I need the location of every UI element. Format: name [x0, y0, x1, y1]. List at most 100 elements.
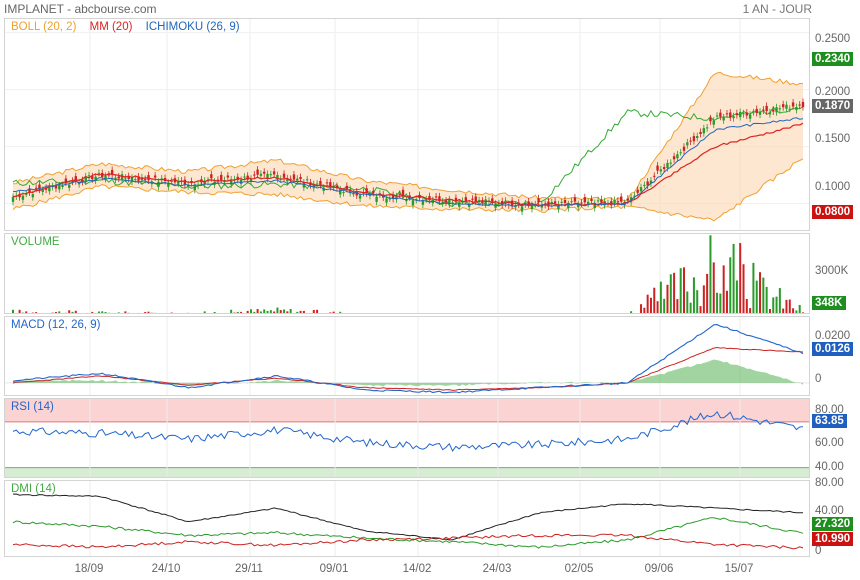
- volume-bar: [302, 310, 305, 313]
- candle-body: [206, 180, 210, 182]
- candle-body: [355, 191, 358, 196]
- candle-body: [481, 200, 484, 203]
- macd-pane[interactable]: MACD (12, 26, 9): [4, 316, 810, 396]
- candle-body: [348, 189, 352, 194]
- candle-body: [144, 178, 147, 180]
- volume-bar: [653, 287, 656, 313]
- candle-body: [454, 197, 458, 201]
- candle-body: [64, 178, 68, 183]
- candle-body: [791, 102, 795, 107]
- volume-bar: [81, 313, 83, 314]
- candle-body: [639, 187, 643, 192]
- candle-body: [91, 176, 94, 180]
- candle-body: [259, 173, 263, 176]
- candle-body: [593, 202, 596, 209]
- volume-bar: [709, 235, 712, 313]
- candle-body: [775, 107, 778, 113]
- candle-body: [586, 201, 590, 204]
- candle-body: [18, 194, 21, 198]
- candle-body: [702, 128, 706, 134]
- candle-body: [28, 188, 31, 193]
- candle-body: [34, 187, 38, 189]
- volume-bar: [194, 313, 196, 314]
- candle-body: [696, 136, 699, 139]
- price-pane[interactable]: BOLL (20, 2) MM (20) ICHIMOKU (26, 9): [4, 18, 810, 231]
- volume-bar: [236, 311, 239, 313]
- candle-body: [613, 200, 616, 204]
- candle-body: [107, 174, 111, 176]
- candle-body: [656, 165, 659, 171]
- candle-body: [738, 111, 742, 118]
- dmi-chart: [12, 481, 804, 556]
- volume-bar: [137, 312, 140, 313]
- candle-body: [669, 162, 672, 164]
- candle-body: [302, 182, 306, 188]
- macd-badge: 0.0126: [812, 342, 854, 356]
- volume-bar: [689, 302, 692, 313]
- volume-bar: [21, 312, 24, 313]
- macd-tick-002: 0.0200: [815, 330, 851, 342]
- candle-body: [71, 180, 74, 182]
- candle-body: [269, 174, 273, 176]
- candle-body: [289, 178, 292, 180]
- volume-bar: [25, 311, 28, 313]
- candle-body: [25, 193, 28, 195]
- candle-body: [785, 104, 788, 109]
- volume-bar: [755, 280, 758, 313]
- candle-body: [130, 177, 134, 182]
- candle-body: [114, 177, 117, 180]
- volume-bar: [663, 298, 666, 313]
- candle-body: [319, 181, 322, 186]
- candle-body: [458, 202, 461, 207]
- rsi-pane[interactable]: RSI (14): [4, 398, 810, 478]
- candle-body: [167, 182, 170, 187]
- volume-bar: [134, 313, 136, 314]
- candle-body: [408, 195, 411, 198]
- candle-body: [520, 206, 524, 212]
- dmi-pane[interactable]: DMI (14): [4, 480, 810, 557]
- candle-body: [58, 185, 61, 190]
- dmi-badge-diplus: 27.320: [812, 517, 854, 531]
- candle-body: [299, 176, 302, 180]
- volume-bar: [240, 311, 243, 313]
- candle-body: [527, 201, 530, 205]
- candle-body: [676, 154, 679, 159]
- volume-bar: [692, 277, 695, 313]
- candle-body: [788, 108, 791, 110]
- rsi-tick-40: 40.00: [815, 461, 844, 473]
- volume-bar: [528, 313, 530, 314]
- macd-histogram: [13, 359, 803, 387]
- volume-bar: [187, 312, 190, 313]
- candle-body: [434, 196, 438, 198]
- candle-body: [735, 113, 739, 116]
- volume-bar: [339, 311, 342, 313]
- candle-body: [282, 173, 286, 178]
- volume-bar: [51, 312, 54, 313]
- volume-tick-3000k: 3000K: [815, 265, 849, 277]
- candle-body: [709, 118, 712, 122]
- volume-bar: [117, 312, 120, 313]
- candle-body: [497, 203, 501, 205]
- macd-chart: [5, 317, 809, 395]
- volume-bar: [683, 267, 686, 313]
- candle-body: [758, 111, 762, 115]
- volume-pane[interactable]: VOLUME: [4, 233, 810, 314]
- price-badge-high: 0.2340: [812, 52, 854, 66]
- price-tick-0200: 0.2000: [815, 86, 851, 98]
- x-tick-label: 09/01: [319, 563, 349, 575]
- candle-body: [659, 169, 663, 172]
- candle-body: [537, 198, 540, 203]
- volume-bar: [376, 313, 378, 314]
- candle-body: [768, 112, 772, 115]
- volume-bar: [729, 257, 732, 313]
- volume-bar: [71, 311, 74, 313]
- candle-body: [54, 185, 58, 189]
- volume-bar: [97, 311, 100, 313]
- volume-bar: [213, 311, 216, 313]
- price-chart: [5, 19, 809, 230]
- candle-body: [626, 198, 630, 201]
- price-legend: BOLL (20, 2) MM (20) ICHIMOKU (26, 9): [11, 21, 250, 33]
- candle-body: [137, 176, 140, 181]
- candle-body: [84, 176, 87, 182]
- candle-body: [110, 169, 114, 176]
